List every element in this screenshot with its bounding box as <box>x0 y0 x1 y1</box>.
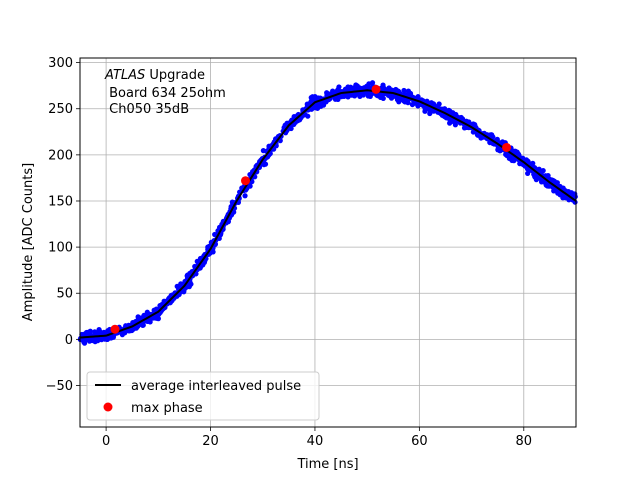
sample-point <box>495 147 501 153</box>
svg-text:ATLAS Upgrade: ATLAS Upgrade <box>104 68 205 83</box>
sample-point <box>345 94 351 100</box>
x-tick-label: 40 <box>307 434 324 449</box>
y-ticks: −50 0 50 100 150 200 250 300 <box>46 56 80 394</box>
sample-point <box>89 337 95 344</box>
sample-point <box>356 85 363 91</box>
max-phase-point <box>502 142 512 152</box>
sample-point <box>499 139 506 145</box>
sample-point <box>517 161 523 167</box>
sample-point <box>96 336 102 342</box>
sample-point <box>405 88 412 94</box>
sample-point <box>305 113 311 119</box>
sample-point <box>488 132 495 138</box>
sample-point <box>436 101 442 107</box>
sample-point <box>351 85 358 91</box>
sample-point <box>242 193 248 199</box>
y-tick-label: −50 <box>46 379 73 394</box>
x-tick-label: 0 <box>102 434 110 449</box>
sample-point <box>379 85 385 91</box>
annotation-line3: Ch050 35dB <box>105 102 189 117</box>
legend-label-max-phase: max phase <box>131 401 203 416</box>
sample-point <box>205 244 211 250</box>
y-tick-label: 250 <box>48 102 73 117</box>
max-phase-points <box>110 84 512 334</box>
sample-point <box>87 328 93 334</box>
sample-point <box>174 283 180 289</box>
sample-point <box>82 338 88 344</box>
y-tick-label: 50 <box>56 287 73 302</box>
sample-point <box>538 179 545 185</box>
sample-point <box>262 161 269 167</box>
y-axis-label: Amplitude [ADC Counts] <box>21 163 36 321</box>
sample-point <box>395 94 401 101</box>
sample-point <box>543 182 549 188</box>
annotation-experiment: ATLAS <box>104 68 145 83</box>
sample-point <box>94 331 101 337</box>
y-tick-label: 300 <box>48 56 73 71</box>
max-phase-point <box>241 176 251 186</box>
sample-point <box>401 87 407 94</box>
y-tick-label: 200 <box>48 148 73 163</box>
average-pulse-line <box>79 89 577 339</box>
sample-point <box>428 100 435 106</box>
sample-point <box>315 95 321 101</box>
sample-point <box>308 106 315 112</box>
sample-point <box>260 148 266 154</box>
sample-point <box>524 158 530 164</box>
legend: average interleaved pulse max phase <box>86 371 320 421</box>
average-line <box>79 89 577 339</box>
sample-point <box>415 94 421 100</box>
max-phase-point <box>371 84 381 94</box>
legend-box <box>86 371 320 421</box>
sample-point <box>554 180 560 186</box>
sample-point <box>514 149 520 155</box>
sample-point <box>427 107 434 113</box>
annotation-line1: Upgrade <box>145 68 205 83</box>
sample-point <box>141 312 147 318</box>
sample-point <box>422 108 428 114</box>
annotation-line2: Board 634 25ohm <box>105 86 226 101</box>
sample-point <box>390 93 396 99</box>
x-tick-label: 60 <box>411 434 428 449</box>
sample-point <box>369 80 376 86</box>
sample-point <box>104 336 110 342</box>
legend-label-average: average interleaved pulse <box>131 379 301 394</box>
sample-point <box>136 315 143 321</box>
plot-frame <box>79 57 577 428</box>
sample-point <box>105 329 111 335</box>
sample-point <box>525 170 531 177</box>
sample-point <box>194 258 200 264</box>
sample-point <box>345 84 351 90</box>
data-points <box>77 80 578 346</box>
sample-point <box>320 100 326 106</box>
y-tick-label: 100 <box>48 241 73 256</box>
sample-point <box>377 94 384 101</box>
x-axis-label: Time [ns] <box>296 457 358 472</box>
x-tick-label: 80 <box>516 434 533 449</box>
sample-point <box>367 93 373 99</box>
y-tick-label: 150 <box>48 194 73 209</box>
y-tick-label: 0 <box>65 333 73 348</box>
legend-point-swatch <box>103 402 113 412</box>
sample-point <box>210 249 216 255</box>
max-phase-point <box>110 324 120 334</box>
sample-point <box>511 158 517 164</box>
sample-point <box>447 120 453 126</box>
x-ticks: 0 20 40 60 80 <box>102 427 532 449</box>
annotation: ATLAS Upgrade Board 634 25ohm Ch050 35dB <box>104 68 226 117</box>
sample-point <box>122 330 128 336</box>
x-tick-label: 20 <box>202 434 219 449</box>
